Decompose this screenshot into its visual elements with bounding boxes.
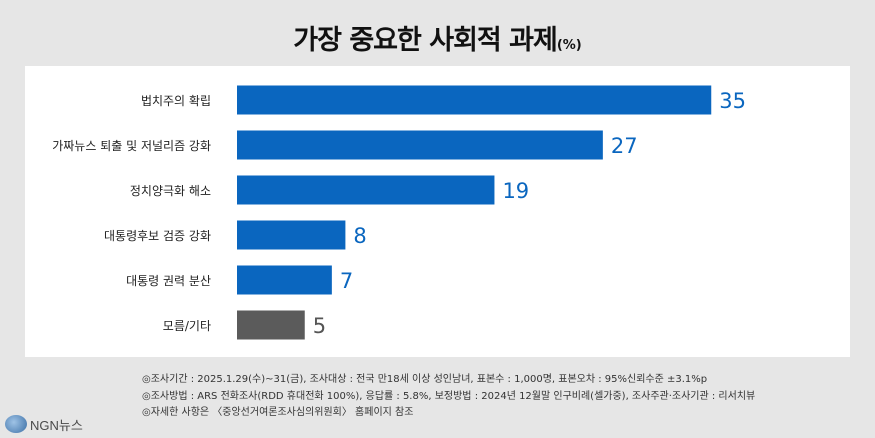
category-label: 정치양극화 해소 [130,184,211,198]
value-label: 35 [719,89,746,113]
chart-title-unit: (%) [556,38,582,53]
survey-note: ◎자세한 사항은 〈중앙선거여론조사심의위원회〉 홈페이지 참조 [142,407,414,418]
category-label: 모름/기타 [163,319,211,333]
brand-logo: NGN뉴스 [5,414,83,434]
category-label: 대통령 권력 분산 [126,274,211,288]
value-label: 8 [353,224,366,248]
value-label: 5 [313,314,326,338]
value-label: 7 [340,269,353,293]
chart-panel: 법치주의 확립 35 가짜뉴스 퇴출 및 저널리즘 강화 27 정치양극화 해소 19 대통… [25,66,850,357]
bar [237,175,495,205]
value-label: 19 [502,179,529,203]
category-label: 법치주의 확립 [141,94,211,108]
globe-icon [5,415,27,433]
chart-title: 가장 중요한 사회적 과제(%) [0,18,875,57]
bar-chart: 법치주의 확립 35 가짜뉴스 퇴출 및 저널리즘 강화 27 정치양극화 해소 19 대통… [52,85,746,340]
survey-notes: ◎조사기간 : 2025.1.29(수)~31(금), 조사대상 : 전국 만1… [142,372,755,422]
bar [237,85,712,115]
bar [237,130,603,160]
survey-note: ◎조사기간 : 2025.1.29(수)~31(금), 조사대상 : 전국 만1… [142,374,708,385]
bar [237,265,332,295]
value-label: 27 [611,134,638,158]
bar [237,220,346,250]
brand-name: NGN뉴스 [30,417,83,433]
chart-title-text: 가장 중요한 사회적 과제 [293,25,558,56]
category-label: 가짜뉴스 퇴출 및 저널리즘 강화 [52,139,211,153]
category-label: 대통령후보 검증 강화 [104,229,211,243]
survey-note: ◎조사방법 : ARS 전화조사(RDD 휴대전화 100%), 응답률 : 5… [142,390,756,402]
bar [237,310,305,340]
